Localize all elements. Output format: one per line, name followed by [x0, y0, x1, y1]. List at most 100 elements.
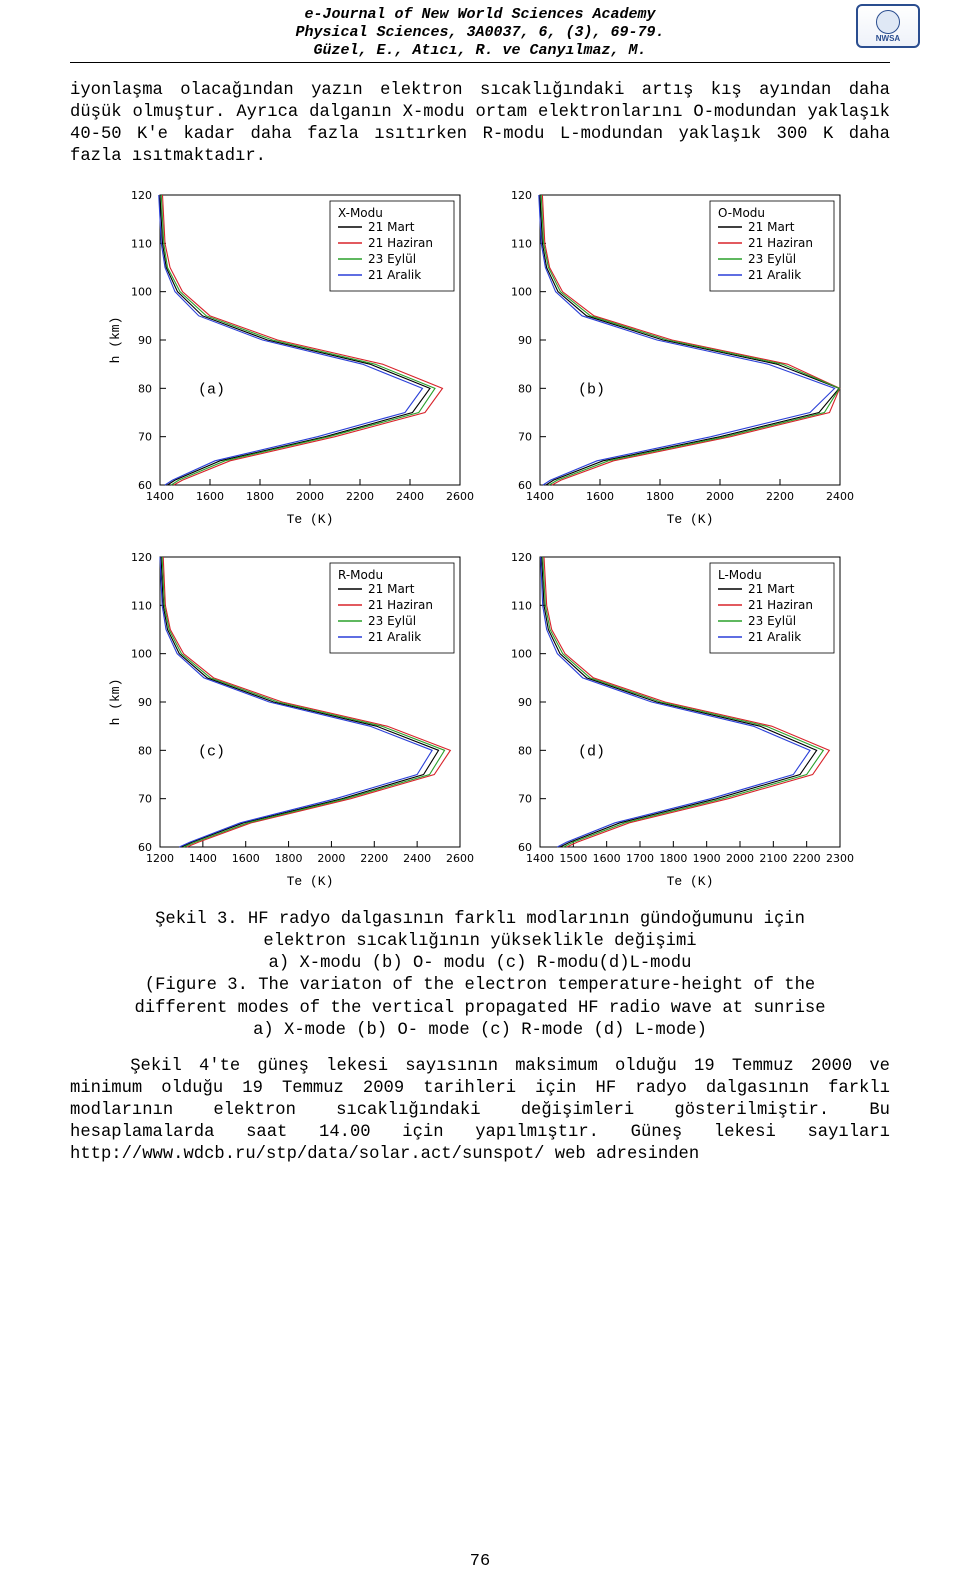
svg-text:1600: 1600 [232, 852, 260, 865]
caption-l6: a) X-mode (b) O- mode (c) R-mode (d) L-m… [70, 1020, 890, 1042]
caption-l2: elektron sıcaklığının yükseklikle değişi… [70, 931, 890, 953]
svg-text:(b): (b) [578, 382, 605, 399]
svg-text:23 Eylül: 23 Eylül [748, 614, 796, 628]
svg-text:80: 80 [518, 745, 532, 758]
svg-text:21 Aralik: 21 Aralik [748, 630, 801, 644]
svg-text:(a): (a) [198, 382, 225, 399]
figure-3-caption: Şekil 3. HF radyo dalgasının farklı modl… [70, 909, 890, 1041]
svg-text:21 Aralik: 21 Aralik [748, 268, 801, 282]
svg-text:21 Haziran: 21 Haziran [368, 598, 433, 612]
svg-text:110: 110 [131, 600, 152, 613]
svg-text:(c): (c) [198, 744, 225, 761]
svg-text:2400: 2400 [403, 852, 431, 865]
svg-text:1900: 1900 [693, 852, 721, 865]
svg-text:110: 110 [511, 600, 532, 613]
svg-text:2000: 2000 [706, 490, 734, 503]
svg-text:2000: 2000 [317, 852, 345, 865]
svg-text:90: 90 [138, 696, 152, 709]
svg-text:1800: 1800 [275, 852, 303, 865]
svg-text:21 Mart: 21 Mart [368, 582, 415, 596]
svg-text:(d): (d) [578, 744, 605, 761]
svg-text:100: 100 [131, 286, 152, 299]
chart-xmodu: 1400160018002000220024002600607080901001… [105, 185, 475, 535]
svg-text:2200: 2200 [766, 490, 794, 503]
svg-text:120: 120 [131, 551, 152, 564]
svg-text:2000: 2000 [296, 490, 324, 503]
svg-text:2000: 2000 [726, 852, 754, 865]
svg-text:1600: 1600 [586, 490, 614, 503]
svg-text:1500: 1500 [559, 852, 587, 865]
svg-text:2600: 2600 [446, 490, 474, 503]
svg-text:100: 100 [511, 286, 532, 299]
svg-text:21 Mart: 21 Mart [748, 582, 795, 596]
svg-text:Te (K): Te (K) [667, 874, 714, 889]
svg-text:70: 70 [138, 431, 152, 444]
svg-text:70: 70 [138, 793, 152, 806]
svg-text:70: 70 [518, 793, 532, 806]
header-line-2: Physical Sciences, 3A0037, 6, (3), 69-79… [70, 24, 890, 42]
svg-text:120: 120 [511, 189, 532, 202]
svg-text:70: 70 [518, 431, 532, 444]
svg-text:21 Mart: 21 Mart [748, 220, 795, 234]
svg-text:60: 60 [518, 841, 532, 854]
closing-paragraph: Şekil 4'te güneş lekesi sayısının maksim… [70, 1056, 890, 1166]
svg-text:21 Haziran: 21 Haziran [368, 236, 433, 250]
svg-text:R-Modu: R-Modu [338, 568, 383, 582]
svg-text:2200: 2200 [346, 490, 374, 503]
svg-text:L-Modu: L-Modu [718, 568, 762, 582]
svg-text:80: 80 [138, 383, 152, 396]
intro-paragraph: iyonlaşma olacağından yazın elektron sıc… [70, 80, 890, 168]
svg-text:120: 120 [511, 551, 532, 564]
chart-omodu: 1400160018002000220024006070809010011012… [485, 185, 855, 535]
chart-row: 1200140016001800200022002400260060708090… [70, 547, 890, 897]
chart-row: 1400160018002000220024002600607080901001… [70, 185, 890, 535]
caption-l5: different modes of the vertical propagat… [70, 998, 890, 1020]
svg-text:1700: 1700 [626, 852, 654, 865]
svg-text:1800: 1800 [646, 490, 674, 503]
svg-text:1400: 1400 [189, 852, 217, 865]
svg-text:2200: 2200 [793, 852, 821, 865]
svg-text:2100: 2100 [759, 852, 787, 865]
svg-text:2400: 2400 [396, 490, 424, 503]
header-line-3: Güzel, E., Atıcı, R. ve Canyılmaz, M. [70, 42, 890, 60]
figure-3-charts: 1400 1600 1800 2000 2200 2400 2600 60 70 80 90 100 1… [70, 185, 890, 897]
journal-logo: NWSA [856, 4, 920, 48]
svg-text:1600: 1600 [593, 852, 621, 865]
svg-text:90: 90 [518, 334, 532, 347]
svg-text:110: 110 [511, 238, 532, 251]
svg-text:2200: 2200 [360, 852, 388, 865]
svg-text:1800: 1800 [246, 490, 274, 503]
svg-text:80: 80 [138, 745, 152, 758]
svg-text:h (km): h (km) [108, 679, 123, 726]
svg-text:110: 110 [131, 238, 152, 251]
svg-text:80: 80 [518, 383, 532, 396]
svg-text:23 Eylül: 23 Eylül [368, 614, 416, 628]
running-header: e-Journal of New World Sciences Academy … [70, 0, 890, 60]
svg-text:1800: 1800 [659, 852, 687, 865]
svg-text:X-Modu: X-Modu [338, 206, 383, 220]
svg-text:90: 90 [138, 334, 152, 347]
header-line-1: e-Journal of New World Sciences Academy [70, 6, 890, 24]
header-rule [70, 62, 890, 63]
svg-text:23 Eylül: 23 Eylül [368, 252, 416, 266]
svg-text:21 Mart: 21 Mart [368, 220, 415, 234]
svg-text:Te (K): Te (K) [287, 874, 334, 889]
svg-text:21 Aralik: 21 Aralik [368, 268, 421, 282]
svg-text:60: 60 [138, 841, 152, 854]
svg-text:Te (K): Te (K) [667, 512, 714, 527]
caption-l1: Şekil 3. HF radyo dalgasının farklı modl… [70, 909, 890, 931]
svg-text:Te (K): Te (K) [287, 512, 334, 527]
logo-label: NWSA [876, 34, 900, 43]
svg-text:60: 60 [518, 479, 532, 492]
page-number: 76 [0, 1552, 960, 1571]
svg-text:100: 100 [511, 648, 532, 661]
caption-l3: a) X-modu (b) O- modu (c) R-modu(d)L-mod… [70, 953, 890, 975]
svg-text:21 Haziran: 21 Haziran [748, 598, 813, 612]
svg-text:h (km): h (km) [108, 317, 123, 364]
svg-text:120: 120 [131, 189, 152, 202]
svg-text:2300: 2300 [826, 852, 854, 865]
svg-text:21 Aralik: 21 Aralik [368, 630, 421, 644]
svg-text:21 Haziran: 21 Haziran [748, 236, 813, 250]
svg-text:23 Eylül: 23 Eylül [748, 252, 796, 266]
svg-text:1600: 1600 [196, 490, 224, 503]
